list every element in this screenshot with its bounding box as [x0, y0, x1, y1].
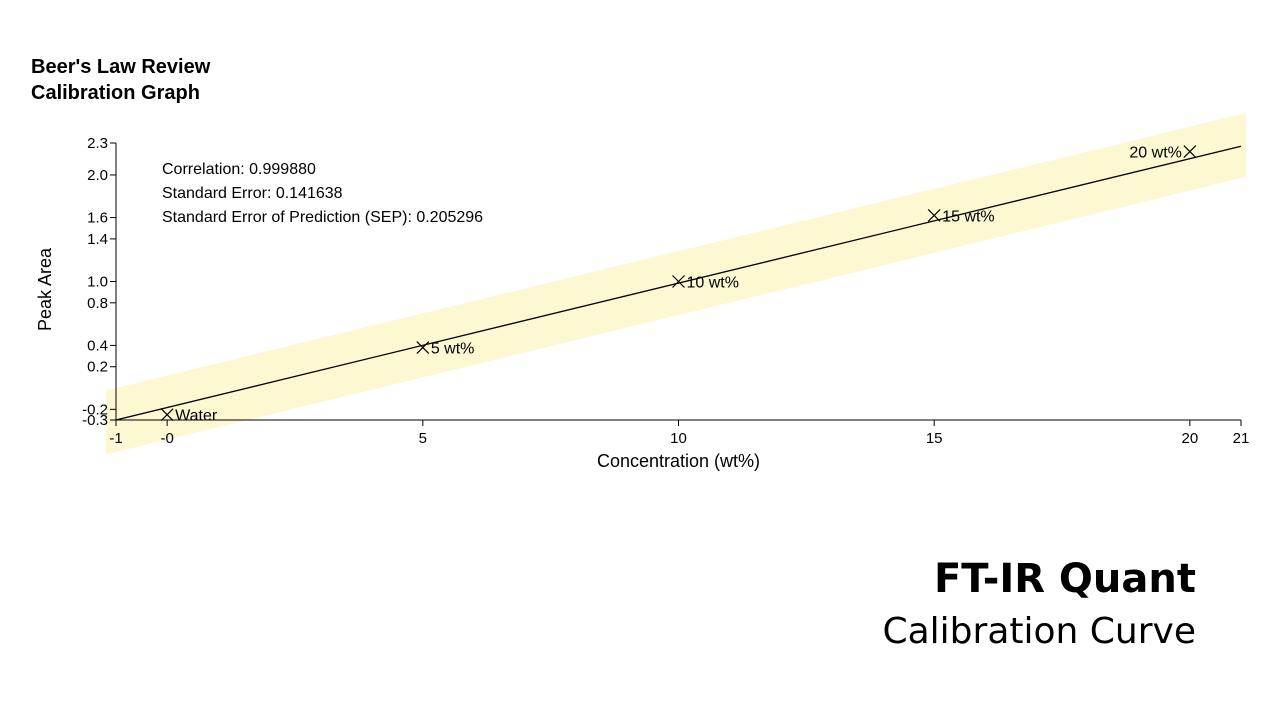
- x-tick-label: -1: [109, 430, 122, 447]
- y-tick-label: 0.4: [87, 337, 108, 354]
- stats-line: Correlation: 0.999880: [162, 161, 316, 178]
- text-layer: Water 5 wt% 10 wt% 15 wt% 20 wt% Correlation:…: [162, 145, 1182, 425]
- x-tick-label: 21: [1233, 430, 1250, 447]
- point-label: 20 wt%: [1129, 145, 1181, 162]
- point-label: 5 wt%: [431, 341, 475, 358]
- slide-subtitle: Calibration Curve: [882, 611, 1196, 652]
- data-point-marker-b: [672, 275, 685, 288]
- axes-layer: -1 -0 5 10 15 20 21 -0.3-0.2 0.2 0.4 0.8 1.0 1.4 1.6 2…: [35, 135, 1249, 471]
- y-tick-label: 0.2: [87, 359, 108, 376]
- data-point: [927, 209, 941, 222]
- y-tick-label: -0.2: [82, 401, 108, 418]
- data-point: [416, 341, 430, 354]
- data-point-marker-b: [1183, 145, 1197, 158]
- point-label: Water: [175, 408, 218, 425]
- data-point: [1183, 145, 1197, 158]
- slide-title: FT-IR Quant: [933, 556, 1196, 602]
- stats-line: Standard Error: 0.141638: [162, 185, 343, 202]
- slide-caption: FT-IR Quant Calibration Curve: [882, 552, 1196, 658]
- regression-line: [115, 145, 1242, 421]
- y-axis-label: Peak Area: [35, 247, 55, 331]
- chart-title-line-2: Calibration Graph: [31, 82, 200, 104]
- data-point-marker-b: [160, 408, 174, 422]
- chart-title-line-1: Beer's Law Review: [31, 56, 211, 78]
- y-tick-label: 2.3: [87, 135, 108, 152]
- y-tick-label: 1.0: [87, 274, 108, 291]
- data-point: [160, 408, 174, 422]
- x-axis-label: Concentration (wt%): [597, 451, 760, 471]
- y-tick-label: 0.8: [87, 295, 108, 312]
- x-tick-label: 5: [419, 430, 427, 447]
- points-layer: [160, 145, 1197, 422]
- x-tick-label: 10: [670, 430, 687, 447]
- fit-line-layer: [115, 145, 1242, 421]
- chart-title: Beer's Law Review Calibration Graph: [31, 54, 210, 106]
- x-tick-label: 15: [926, 430, 943, 447]
- stats-line: Standard Error of Prediction (SEP): 0.20…: [162, 209, 483, 226]
- y-tick-label: 1.6: [87, 210, 108, 227]
- point-label: 15 wt%: [942, 208, 994, 225]
- y-tick-label: 1.4: [87, 231, 108, 248]
- x-tick-label: 20: [1182, 430, 1199, 447]
- data-point-marker-b: [927, 209, 941, 222]
- calibration-chart: -1 -0 5 10 15 20 21 -0.3-0.2 0.2 0.4 0.8 1.0 1.4 1.6 2…: [35, 112, 1249, 471]
- data-point: [672, 275, 685, 288]
- x-tick-label: -0: [160, 430, 173, 447]
- y-tick-label: -0.3: [82, 412, 108, 429]
- point-label: 10 wt%: [687, 275, 739, 292]
- y-tick-label: 2.0: [87, 167, 108, 184]
- data-point-marker-b: [416, 341, 430, 354]
